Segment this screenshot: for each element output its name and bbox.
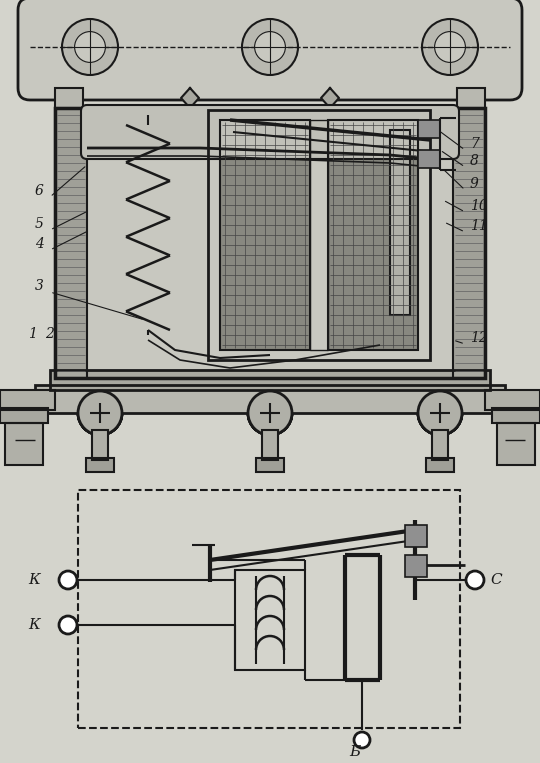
Text: 7: 7 — [470, 137, 479, 151]
Wedge shape — [418, 413, 462, 435]
Bar — [418, 120, 440, 138]
Circle shape — [59, 616, 77, 634]
Text: К: К — [28, 573, 40, 587]
FancyBboxPatch shape — [81, 105, 459, 159]
Bar — [50, 370, 490, 390]
Circle shape — [78, 391, 122, 435]
Bar — [262, 430, 278, 460]
Circle shape — [435, 31, 465, 63]
Text: С: С — [490, 573, 502, 587]
Circle shape — [466, 571, 484, 589]
Circle shape — [75, 31, 105, 63]
Bar — [405, 555, 427, 577]
Bar — [328, 120, 418, 350]
Bar — [418, 150, 440, 168]
Bar — [426, 458, 454, 472]
Bar — [262, 430, 278, 460]
Bar — [5, 423, 43, 465]
Bar — [432, 430, 448, 460]
Text: 1: 1 — [28, 327, 37, 341]
Bar — [55, 108, 87, 378]
Bar — [92, 430, 108, 460]
Bar — [208, 110, 430, 360]
Bar — [485, 390, 540, 410]
Bar — [497, 423, 535, 465]
Text: Б: Б — [349, 745, 361, 759]
Bar — [497, 423, 535, 465]
Bar — [35, 385, 505, 413]
Bar — [328, 120, 418, 350]
Bar — [405, 525, 427, 547]
Text: 6: 6 — [35, 184, 44, 198]
Bar — [55, 108, 485, 378]
Bar — [50, 370, 490, 390]
Bar — [220, 120, 310, 350]
Bar — [256, 458, 284, 472]
Bar — [35, 385, 505, 413]
Text: 3: 3 — [35, 279, 44, 293]
Bar — [5, 423, 43, 465]
Bar — [453, 108, 485, 378]
Polygon shape — [181, 88, 199, 108]
Text: 11: 11 — [470, 219, 488, 233]
Circle shape — [62, 19, 118, 75]
Wedge shape — [78, 413, 122, 435]
Bar — [0, 390, 55, 410]
Bar — [220, 120, 310, 350]
Text: 10: 10 — [470, 199, 488, 213]
Bar — [390, 130, 410, 315]
Bar — [485, 390, 540, 410]
Bar — [457, 88, 485, 193]
Bar — [453, 108, 485, 378]
Bar — [92, 430, 108, 460]
Bar — [256, 458, 284, 472]
Text: 4: 4 — [35, 237, 44, 251]
Circle shape — [354, 732, 370, 748]
Bar — [0, 390, 55, 410]
Circle shape — [248, 391, 292, 435]
Circle shape — [254, 31, 286, 63]
Circle shape — [418, 391, 462, 435]
Bar — [55, 108, 87, 378]
Bar — [405, 525, 427, 547]
Bar — [55, 108, 485, 378]
Circle shape — [422, 19, 478, 75]
Bar — [405, 555, 427, 577]
Bar — [432, 430, 448, 460]
Bar — [86, 458, 114, 472]
Bar — [78, 490, 460, 728]
Wedge shape — [248, 413, 292, 435]
Bar — [55, 88, 83, 193]
Bar — [492, 408, 540, 423]
Bar — [390, 130, 410, 315]
Text: 9: 9 — [470, 177, 479, 191]
Text: 2: 2 — [45, 327, 54, 341]
Polygon shape — [321, 88, 339, 108]
Bar — [235, 570, 305, 670]
Bar — [426, 458, 454, 472]
Bar — [0, 408, 48, 423]
Bar — [418, 120, 440, 138]
Bar — [310, 120, 328, 350]
Bar — [55, 88, 83, 193]
Text: 12: 12 — [470, 331, 488, 345]
Circle shape — [59, 571, 77, 589]
Bar — [310, 120, 328, 350]
Bar — [86, 458, 114, 472]
Bar — [457, 88, 485, 193]
Text: К: К — [28, 618, 40, 632]
Bar — [418, 150, 440, 168]
FancyBboxPatch shape — [18, 0, 522, 100]
Bar — [492, 408, 540, 423]
Text: 8: 8 — [470, 154, 479, 168]
Text: 5: 5 — [35, 217, 44, 231]
Bar — [0, 408, 48, 423]
Circle shape — [242, 19, 298, 75]
